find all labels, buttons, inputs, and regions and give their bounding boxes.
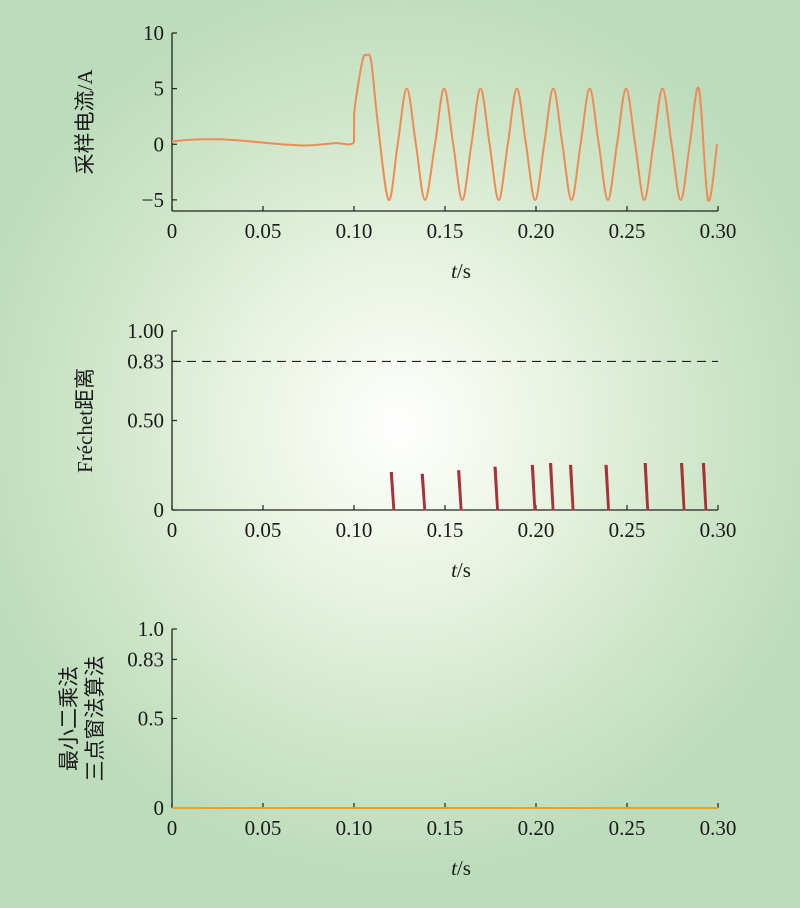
- y-tick-label: 0.83: [127, 349, 164, 373]
- y-tick-label: 0.83: [127, 647, 164, 671]
- x-axis-unit: /s: [457, 856, 471, 880]
- x-axis-variable: t: [451, 558, 458, 582]
- x-axis-title: t/s: [451, 558, 471, 582]
- x-tick-label: 0.10: [336, 518, 373, 542]
- frechet-spike: [568, 464, 575, 511]
- y-axis-title-line: 最小二乘法: [57, 666, 81, 771]
- x-tick-label: 0.30: [700, 219, 737, 243]
- x-tick-label: 0: [167, 219, 178, 243]
- x-axis-variable: t: [451, 856, 458, 880]
- x-tick-label: 0.10: [336, 816, 373, 840]
- x-tick-label: 0: [167, 816, 178, 840]
- x-tick-label: 0.25: [609, 219, 646, 243]
- x-axis-title: t/s: [451, 259, 471, 283]
- frechet-spike: [530, 464, 537, 511]
- y-tick-label: 1.0: [138, 617, 164, 641]
- x-axis-unit: /s: [457, 259, 471, 283]
- x-tick-label: 0.05: [245, 816, 282, 840]
- frechet-spike: [548, 463, 555, 511]
- frechet-spike: [643, 463, 650, 511]
- x-tick-label: 0.25: [609, 816, 646, 840]
- y-tick-label: 1.00: [127, 319, 164, 343]
- least-squares-panel: 0 0.05 0.10 0.15 0.20 0.25 0.30 0 0.5 0.83 1.0 t/s 最…: [57, 617, 736, 880]
- y-tick-label: 10: [143, 21, 164, 45]
- y-tick-label: 0: [154, 498, 165, 522]
- x-tick-label: 0.15: [427, 219, 464, 243]
- y-axis-title-line: 三点窗法算法: [83, 656, 107, 782]
- frechet-spike: [457, 470, 463, 511]
- x-tick-label: 0.30: [700, 518, 737, 542]
- x-tick-label: 0.20: [518, 219, 555, 243]
- frechet-spike: [604, 464, 610, 511]
- y-axis-title: 采样电流/A: [73, 69, 97, 175]
- y-tick-label: −5: [142, 188, 164, 212]
- y-tick-label: 0.50: [127, 409, 164, 433]
- frechet-spike: [679, 463, 686, 511]
- x-tick-label: 0.15: [427, 816, 464, 840]
- frechet-spike: [420, 473, 427, 511]
- frechet-distance-panel: 0 0.05 0.10 0.15 0.20 0.25 0.30 0 0.50 0.83 1.00 t/…: [73, 319, 736, 582]
- frechet-spike: [389, 472, 396, 511]
- x-axis-variable: t: [451, 259, 458, 283]
- y-tick-label: 0: [154, 796, 165, 820]
- x-tick-label: 0.30: [700, 816, 737, 840]
- x-tick-label: 0.05: [245, 219, 282, 243]
- x-tick-label: 0.20: [518, 816, 555, 840]
- y-axis-title: Fréchet距离: [73, 368, 97, 473]
- x-tick-label: 0.25: [609, 518, 646, 542]
- frechet-spike: [493, 466, 499, 511]
- x-tick-label: 0.05: [245, 518, 282, 542]
- frechet-spike: [701, 463, 708, 511]
- y-tick-label: 0: [154, 132, 165, 156]
- x-tick-label: 0.10: [336, 219, 373, 243]
- x-tick-label: 0: [167, 518, 178, 542]
- x-tick-label: 0.15: [427, 518, 464, 542]
- x-axis-unit: /s: [457, 558, 471, 582]
- y-tick-label: 5: [154, 77, 165, 101]
- x-axis-title: t/s: [451, 856, 471, 880]
- x-tick-label: 0.20: [518, 518, 555, 542]
- series-line: [171, 53, 719, 202]
- y-tick-label: 0.5: [138, 707, 164, 731]
